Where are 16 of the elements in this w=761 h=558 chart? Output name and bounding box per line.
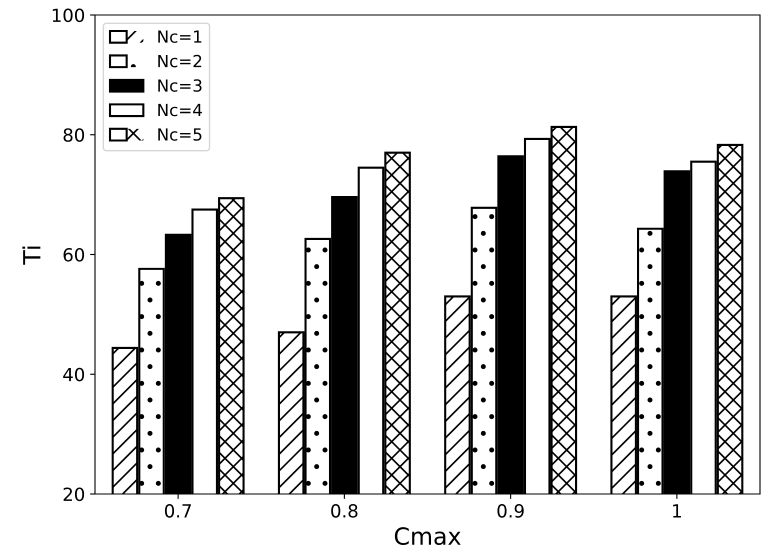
x-tick-label: 1 xyxy=(673,504,681,518)
legend-label: Nc=3 xyxy=(158,79,202,92)
legend-label: Nc=4 xyxy=(158,104,202,116)
y-tick-label: 60 xyxy=(64,248,84,262)
x-tick-label: 0.9 xyxy=(497,504,524,518)
legend-label: Nc=5 xyxy=(158,128,202,141)
legend-label: Nc=2 xyxy=(158,54,202,68)
x-axis-title: Cmax xyxy=(394,527,461,546)
y-tick-label: 20 xyxy=(64,487,84,502)
legend-label: Nc=1 xyxy=(158,30,202,43)
y-tick-label: 100 xyxy=(52,8,84,22)
x-tick-label: 0.7 xyxy=(164,504,191,518)
y-tick-label: 80 xyxy=(64,128,84,142)
y-axis-title: Ti xyxy=(22,246,40,265)
x-tick-label: 0.8 xyxy=(331,504,358,518)
y-tick-label: 40 xyxy=(63,368,84,382)
